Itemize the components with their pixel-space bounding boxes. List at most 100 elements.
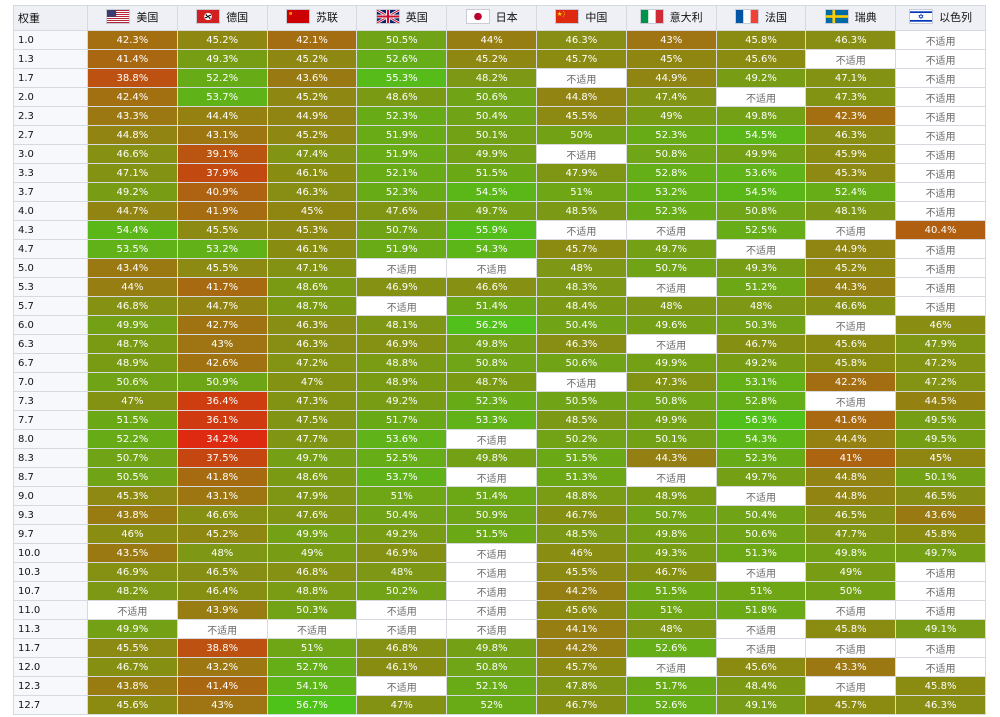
nation-header-content: 德国 <box>196 9 248 25</box>
win-rate-cell: 47.4% <box>625 87 717 107</box>
win-rate-cell: 46.3% <box>805 125 897 145</box>
win-rate-cell: 44.9% <box>266 106 358 126</box>
br-column-header[interactable]: 权重 <box>13 5 88 31</box>
table-row: 5.7 46.8% 44.7% 48.7% 不适用 51.4% 48.4% 48% 48% 46.… <box>13 296 986 316</box>
win-rate-cell: 52.6% <box>625 638 717 658</box>
nation-header-7[interactable]: 法国 <box>715 5 807 31</box>
win-rate-cell: 49.8% <box>446 448 537 468</box>
not-applicable-cell: 不适用 <box>805 600 897 620</box>
win-rate-cell: 52.5% <box>356 448 448 468</box>
win-rate-cell: 52.3% <box>356 106 448 126</box>
win-rate-cell: 52.2% <box>176 68 268 88</box>
win-rate-cell: 51% <box>356 486 448 506</box>
br-cell: 11.7 <box>13 638 88 658</box>
win-rate-cell: 43.1% <box>176 486 268 506</box>
win-rate-cell: 51.5% <box>625 581 717 601</box>
table-row: 8.0 52.2% 34.2% 47.7% 53.6% 不适用 50.2% 50.1% 54.3… <box>13 429 986 449</box>
win-rate-cell: 51.5% <box>535 448 627 468</box>
nation-header-1[interactable]: 德国 <box>176 5 268 31</box>
table-row: 3.7 49.2% 40.9% 46.3% 52.3% 54.5% 51% 53.2% 54.5… <box>13 182 986 202</box>
table-row: 6.3 48.7% 43% 46.3% 46.9% 49.8% 46.3% 不适用 46.7% 4… <box>13 334 986 354</box>
win-rate-cell: 46.7% <box>625 562 717 582</box>
win-rate-cell: 50.6% <box>446 87 537 107</box>
table-row: 5.0 43.4% 45.5% 47.1% 不适用 不适用 48% 50.7% 49.3% 45.… <box>13 258 986 278</box>
not-applicable-cell: 不适用 <box>715 619 807 639</box>
not-applicable-cell: 不适用 <box>715 486 807 506</box>
win-rate-cell: 47.5% <box>266 410 358 430</box>
table-row: 1.3 41.4% 49.3% 45.2% 52.6% 45.2% 45.7% 45% 45.6… <box>13 49 986 69</box>
nation-header-5[interactable]: 中国 <box>535 5 627 31</box>
not-applicable-cell: 不适用 <box>625 334 717 354</box>
win-rate-cell: 45.8% <box>895 524 986 544</box>
win-rate-cell: 44.8% <box>87 125 178 145</box>
win-rate-cell: 40.4% <box>895 220 986 240</box>
win-rate-cell: 44.5% <box>895 391 986 411</box>
win-rate-cell: 45.5% <box>176 220 268 240</box>
win-rate-cell: 52.6% <box>356 49 448 69</box>
win-rate-cell: 44.3% <box>805 277 897 297</box>
win-rate-cell: 53.6% <box>715 163 807 183</box>
not-applicable-cell: 不适用 <box>895 657 986 677</box>
not-applicable-cell: 不适用 <box>356 296 448 316</box>
win-rate-cell: 49.1% <box>895 619 986 639</box>
win-rate-cell: 50.8% <box>446 657 537 677</box>
nation-header-3[interactable]: 英国 <box>356 5 448 31</box>
not-applicable-cell: 不适用 <box>446 467 537 487</box>
win-rate-cell: 47.9% <box>266 486 358 506</box>
not-applicable-cell: 不适用 <box>895 638 986 658</box>
win-rate-cell: 48.9% <box>87 353 178 373</box>
win-rate-cell: 45.6% <box>715 49 807 69</box>
win-rate-cell: 48.3% <box>535 277 627 297</box>
not-applicable-cell: 不适用 <box>805 315 897 335</box>
win-rate-cell: 41% <box>805 448 897 468</box>
win-rate-cell: 47.3% <box>805 87 897 107</box>
win-rate-cell: 39.1% <box>176 144 268 164</box>
nation-header-2[interactable]: 苏联 <box>266 5 358 31</box>
win-rate-cell: 42.7% <box>176 315 268 335</box>
win-rate-table: 权重 美国 德国 苏联 英国 日本 中国 意大利 法国 瑞典 以色列 1.0 42.3% 45.2% 4… <box>13 5 986 715</box>
win-rate-cell: 44.7% <box>176 296 268 316</box>
win-rate-cell: 50% <box>535 125 627 145</box>
win-rate-cell: 41.4% <box>176 676 268 696</box>
win-rate-cell: 47.2% <box>266 353 358 373</box>
win-rate-cell: 43.1% <box>176 125 268 145</box>
nation-header-4[interactable]: 日本 <box>446 5 537 31</box>
nation-header-0[interactable]: 美国 <box>87 5 178 31</box>
win-rate-cell: 51.5% <box>446 524 537 544</box>
win-rate-cell: 49.9% <box>715 144 807 164</box>
table-row: 11.3 49.9% 不适用 不适用 不适用 不适用 44.1% 48% 不适用 45.8% 49.… <box>13 619 986 639</box>
win-rate-cell: 51.4% <box>446 296 537 316</box>
not-applicable-cell: 不适用 <box>895 296 986 316</box>
win-rate-cell: 55.9% <box>446 220 537 240</box>
table-row: 6.7 48.9% 42.6% 47.2% 48.8% 50.8% 50.6% 49.9% 49… <box>13 353 986 373</box>
not-applicable-cell: 不适用 <box>446 581 537 601</box>
not-applicable-cell: 不适用 <box>446 619 537 639</box>
table-row: 1.0 42.3% 45.2% 42.1% 50.5% 44% 46.3% 43% 45.8% 4… <box>13 30 986 50</box>
win-rate-cell: 45.6% <box>805 334 897 354</box>
win-rate-cell: 48.1% <box>805 201 897 221</box>
br-cell: 7.0 <box>13 372 88 392</box>
not-applicable-cell: 不适用 <box>715 638 807 658</box>
win-rate-cell: 49.9% <box>266 524 358 544</box>
nation-header-8[interactable]: 瑞典 <box>805 5 897 31</box>
win-rate-cell: 44% <box>446 30 537 50</box>
table-row: 8.3 50.7% 37.5% 49.7% 52.5% 49.8% 51.5% 44.3% 52… <box>13 448 986 468</box>
win-rate-cell: 45.3% <box>805 163 897 183</box>
win-rate-cell: 50.5% <box>535 391 627 411</box>
win-rate-cell: 49.2% <box>715 68 807 88</box>
nation-header-6[interactable]: 意大利 <box>625 5 717 31</box>
win-rate-cell: 48.2% <box>87 581 178 601</box>
br-cell: 9.7 <box>13 524 88 544</box>
win-rate-cell: 43% <box>176 334 268 354</box>
win-rate-cell: 45.5% <box>87 638 178 658</box>
win-rate-cell: 47.9% <box>535 163 627 183</box>
win-rate-cell: 49.8% <box>715 106 807 126</box>
win-rate-cell: 52.1% <box>356 163 448 183</box>
table-row: 1.7 38.8% 52.2% 43.6% 55.3% 48.2% 不适用 44.9% 49.2… <box>13 68 986 88</box>
germany-flag-icon <box>196 9 221 25</box>
nation-header-content: 以色列 <box>909 9 972 25</box>
win-rate-cell: 45.7% <box>805 695 897 715</box>
br-cell: 9.3 <box>13 505 88 525</box>
br-cell: 1.0 <box>13 30 88 50</box>
nation-header-9[interactable]: 以色列 <box>895 5 986 31</box>
